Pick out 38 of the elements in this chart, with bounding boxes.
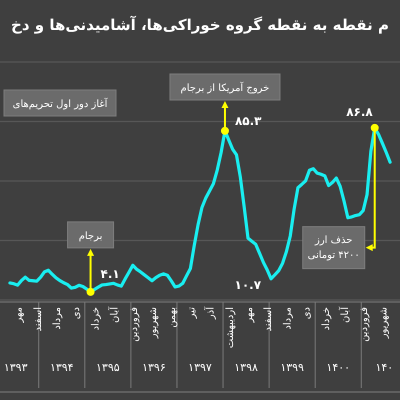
x-tick-label: دی — [71, 307, 82, 320]
text: ۱۳۹۴ — [50, 361, 74, 374]
x-tick-label: دی — [302, 307, 313, 320]
x-tick-label: اسفند — [263, 307, 274, 332]
chart-title: م نقطه به نقطه گروه خوراکی‌ها، آشامیدنی‌ها و دخ — [11, 15, 389, 34]
data-label: ۴.۱ — [100, 266, 120, 281]
x-tick-label: شهریور — [148, 307, 159, 340]
text: ۱۳۹۷ — [188, 361, 212, 374]
data-label: ۸۵.۳ — [234, 114, 262, 128]
x-tick-label: اسفند — [32, 307, 44, 332]
x-tick-label: مهر — [14, 307, 25, 324]
x-tick-label: تیر — [186, 306, 198, 320]
x-tick-label: خرداد — [90, 307, 102, 330]
x-tick-label: خرداد — [320, 307, 332, 330]
x-tick-label: بهمن — [167, 307, 178, 328]
text: ۱۳۹۵ — [96, 361, 120, 374]
text: ۱۳۹۹ — [280, 361, 304, 374]
x-tick-label: مرداد — [52, 307, 63, 330]
data-label: ۱۰.۷ — [234, 278, 262, 292]
x-tick-label: اردیبهشت — [224, 307, 236, 348]
text: ۱۴۰ — [375, 361, 394, 374]
x-tick-label: آبان — [338, 306, 351, 323]
annotation: آغاز دور اول تحریم‌های — [12, 97, 109, 110]
x-tick-label: مرداد — [282, 307, 294, 330]
annotation: برجام — [78, 230, 102, 242]
x-tick-label: شهریور — [378, 307, 390, 340]
x-tick-label: آبان — [108, 306, 121, 323]
x-tick-label: فروردین — [359, 306, 370, 342]
x-tick-label: آذر — [204, 306, 217, 320]
annotation: حذف ارز ۴۲۰۰ تومانی — [302, 226, 365, 269]
data-label: ۸۶.۸ — [346, 104, 374, 119]
x-tick-label: فروردین — [128, 306, 140, 342]
annotation: خروج آمریکا از برجام — [180, 81, 270, 94]
text: ۱۳۹۶ — [142, 361, 166, 374]
text: ۱۳۹۸ — [234, 361, 258, 374]
x-tick-label: مهر — [244, 307, 255, 324]
text: ۱۴۰۰ — [326, 361, 350, 374]
text: ۱۳۹۳ — [4, 361, 28, 374]
